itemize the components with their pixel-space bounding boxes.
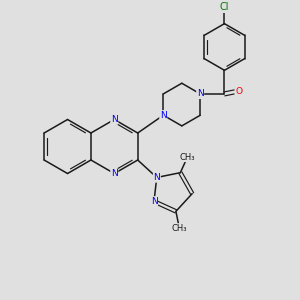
Text: CH₃: CH₃ [172, 224, 187, 232]
Text: N: N [153, 173, 160, 182]
Text: N: N [197, 89, 204, 98]
Text: N: N [160, 111, 167, 120]
Text: Cl: Cl [220, 2, 229, 12]
Text: N: N [111, 169, 118, 178]
Text: N: N [111, 169, 118, 178]
Text: N: N [151, 197, 158, 206]
Text: O: O [235, 87, 242, 96]
Text: Cl: Cl [220, 2, 229, 12]
Text: N: N [111, 115, 118, 124]
Text: CH₃: CH₃ [180, 153, 195, 162]
Text: O: O [235, 87, 242, 96]
Text: N: N [151, 197, 158, 206]
Text: N: N [153, 173, 160, 182]
Text: N: N [111, 115, 118, 124]
Text: N: N [160, 111, 167, 120]
Text: N: N [197, 89, 204, 98]
